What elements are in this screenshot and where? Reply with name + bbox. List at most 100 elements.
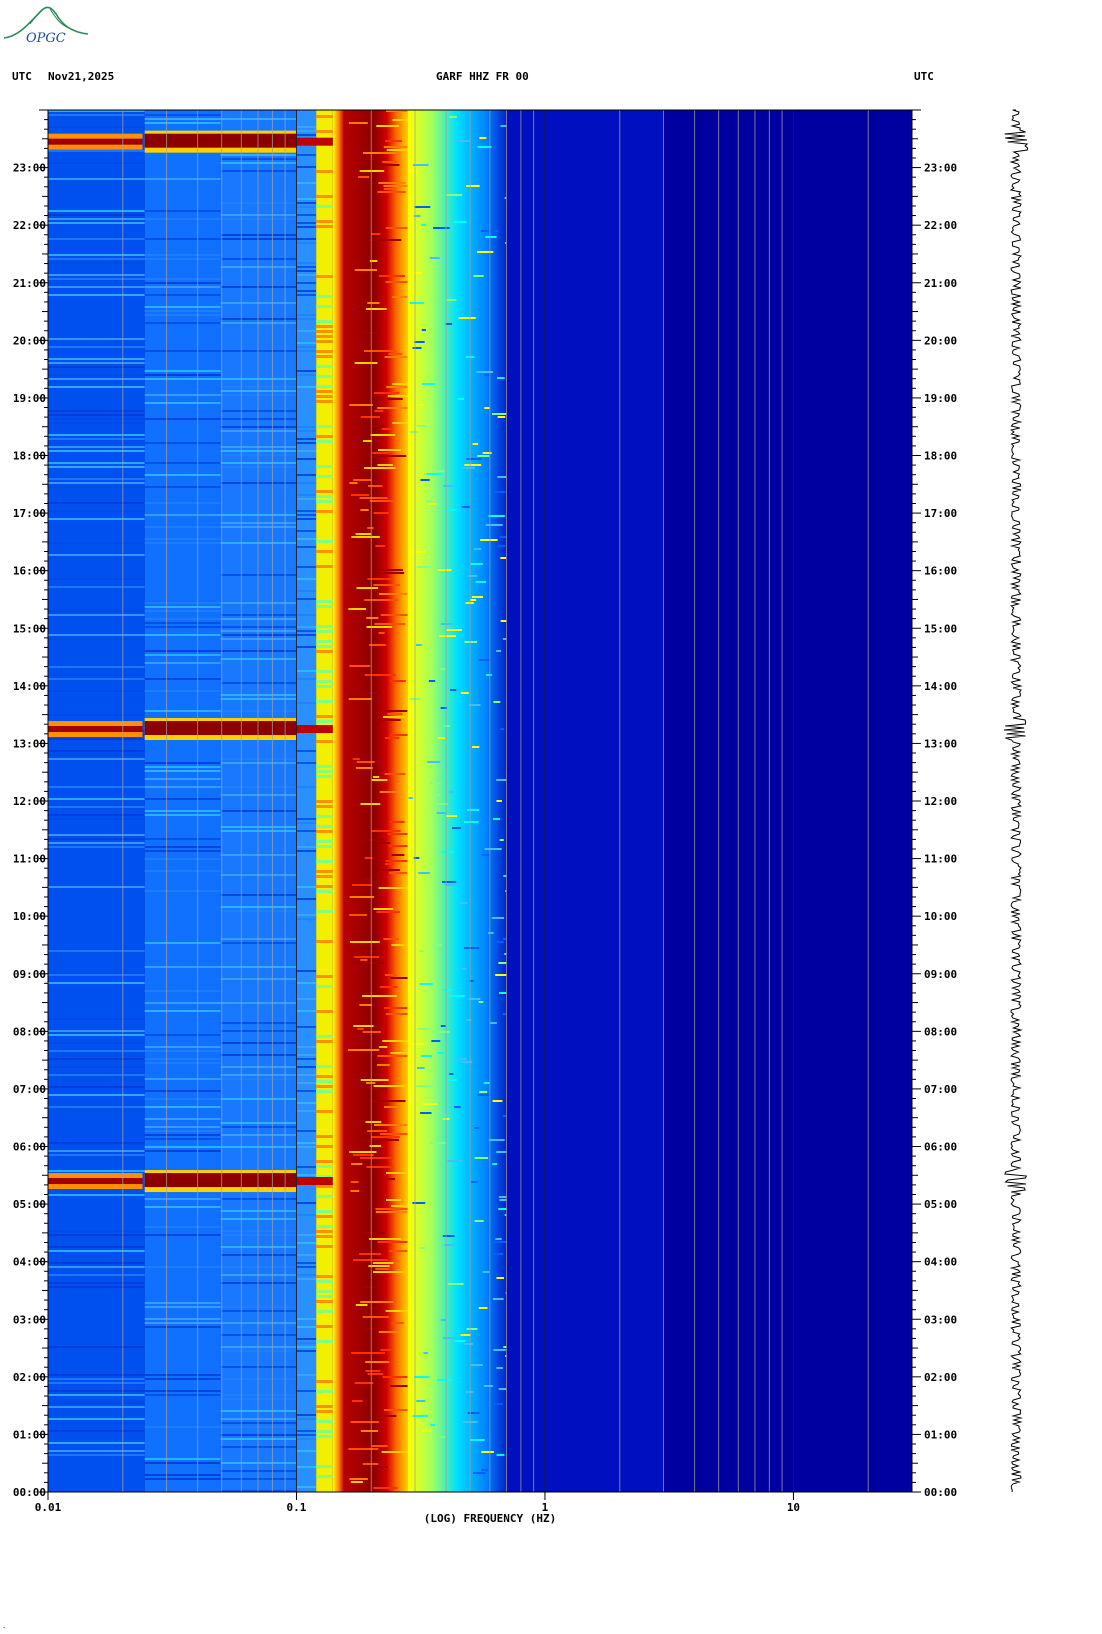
band-texture [361,1328,379,1330]
band-texture [356,761,375,763]
noise-stripe [296,202,317,204]
rolloff-texture [442,1337,457,1339]
noise-stripe [220,854,297,856]
noise-stripe [220,1350,297,1352]
rolloff-texture [466,1328,478,1330]
band-texture [350,950,377,952]
strip-texture [316,465,333,468]
noise-stripe [144,770,221,772]
rolloff-texture [498,962,508,964]
strip-texture [316,1080,333,1083]
strip-texture [316,1310,333,1313]
noise-stripe [144,210,221,212]
strip-texture [316,1410,333,1413]
noise-stripe [220,542,297,544]
rolloff-texture [471,596,483,598]
noise-stripe [144,462,221,464]
noise-stripe [48,366,145,368]
svg-text:OPGC: OPGC [26,31,66,46]
noise-stripe [48,1418,145,1420]
noise-stripe [220,758,297,760]
noise-stripe [48,346,145,348]
band-texture [362,995,397,997]
rolloff-texture [493,701,501,703]
noise-stripe [144,254,221,256]
noise-stripe [48,162,145,164]
strip-texture [316,540,333,543]
band-texture [376,842,391,844]
noise-stripe [48,338,145,340]
corner-mark: · [2,1624,7,1632]
strip-texture [316,605,333,608]
noise-stripe [296,134,317,136]
band-texture [353,1025,374,1027]
noise-stripe [296,494,317,496]
noise-stripe [144,1010,221,1012]
noise-stripe [144,1390,221,1392]
band-texture [383,1007,409,1009]
noise-stripe [144,626,221,628]
event-core [296,725,333,734]
strip-texture [316,940,333,943]
rolloff-texture [433,803,448,805]
rolloff-texture [442,1235,455,1237]
rolloff-texture [492,1100,503,1102]
noise-stripe [48,1234,145,1236]
noise-stripe [296,510,317,512]
noise-stripe [220,514,297,516]
band-texture [387,833,423,835]
noise-stripe [220,1418,297,1420]
noise-stripe [48,758,145,760]
noise-stripe [296,182,317,184]
noise-stripe [144,1394,221,1396]
noise-stripe [220,1074,297,1076]
noise-stripe [144,1046,221,1048]
band-texture [369,644,386,646]
noise-stripe [48,294,145,296]
noise-stripe [220,390,297,392]
rolloff-texture [497,476,508,478]
y-tick-label: 09:00 [924,968,957,981]
band-texture [378,182,406,184]
strip-texture [316,350,333,353]
y-tick-label: 04:00 [924,1256,957,1269]
strip-texture [316,1110,333,1113]
noise-stripe [220,1438,297,1440]
noise-stripe [48,1374,145,1376]
rolloff-texture [500,728,505,730]
band-texture [373,512,389,514]
y-tick-label: 06:00 [13,1141,46,1154]
rolloff-texture [446,815,458,817]
noise-stripe [220,894,297,896]
noise-stripe [296,1202,317,1204]
x-tick-label: 10 [787,1501,800,1514]
band-texture [373,1271,404,1273]
noise-stripe [220,202,297,204]
band-texture [375,1211,409,1213]
rolloff-texture [412,1202,426,1204]
noise-stripe [220,410,297,412]
noise-stripe [220,630,297,632]
noise-stripe [296,1146,317,1148]
noise-stripe [220,286,297,288]
rolloff-texture [493,1241,512,1243]
noise-stripe [296,578,317,580]
strip-texture [316,395,333,398]
noise-stripe [220,1066,297,1068]
rolloff-texture [465,1391,474,1393]
rolloff-texture [459,902,468,904]
band-texture [383,938,399,940]
noise-stripe [48,446,145,448]
rolloff-texture [418,872,430,874]
noise-stripe [220,350,297,352]
noise-stripe [144,1226,221,1228]
rolloff-texture [491,1403,503,1405]
noise-stripe [48,1266,145,1268]
noise-stripe [296,546,317,548]
x-tick-label: 1 [542,1501,549,1514]
noise-stripe [296,702,317,704]
y-tick-label: 09:00 [13,968,46,981]
noise-stripe [48,1170,145,1172]
strip-texture [316,340,333,343]
band-texture [370,233,381,235]
